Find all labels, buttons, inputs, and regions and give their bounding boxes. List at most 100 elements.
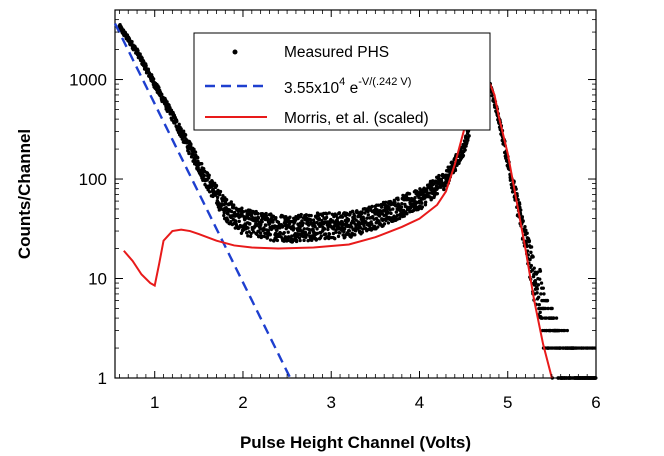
measured-point xyxy=(346,217,351,222)
measured-point xyxy=(521,219,525,223)
measured-point xyxy=(397,216,402,221)
measured-point xyxy=(224,198,229,202)
measured-point xyxy=(538,269,543,273)
measured-point xyxy=(517,202,522,206)
measured-point xyxy=(275,238,280,243)
measured-point xyxy=(315,231,320,236)
measured-point xyxy=(287,221,292,226)
measured-point xyxy=(282,230,286,235)
measured-point xyxy=(160,92,164,97)
measured-point xyxy=(375,208,379,212)
measured-point xyxy=(413,196,417,200)
measured-point xyxy=(207,173,211,178)
measured-point xyxy=(545,298,550,303)
measured-point xyxy=(294,239,299,244)
measured-point xyxy=(541,286,545,290)
measured-point xyxy=(539,281,544,285)
measured-point xyxy=(531,255,535,259)
measured-point xyxy=(210,179,214,184)
x-tick-label: 6 xyxy=(591,393,600,412)
measured-point xyxy=(264,223,268,227)
measured-point xyxy=(323,232,328,236)
measured-point xyxy=(358,214,363,218)
measured-point xyxy=(352,214,357,218)
measured-point xyxy=(362,224,366,228)
measured-point xyxy=(423,200,428,204)
measured-point xyxy=(402,214,406,218)
measured-point xyxy=(461,153,466,158)
measured-point xyxy=(420,201,424,205)
measured-point xyxy=(264,214,269,218)
legend: Measured PHS 3.55x104 e-V/(.242 V) Morri… xyxy=(193,32,491,131)
measured-point xyxy=(384,200,388,204)
measured-point xyxy=(280,225,285,229)
measured-point xyxy=(358,225,363,230)
measured-point xyxy=(389,211,393,216)
x-axis-label: Pulse Height Channel (Volts) xyxy=(240,433,471,452)
measured-point xyxy=(317,216,322,221)
measured-point xyxy=(218,189,223,194)
measured-point xyxy=(376,225,380,229)
measured-point xyxy=(256,211,260,216)
measured-point xyxy=(157,85,161,90)
measured-point xyxy=(309,218,313,222)
measured-point xyxy=(538,310,542,315)
measured-point xyxy=(366,209,370,214)
measured-point xyxy=(249,231,253,236)
measured-point xyxy=(529,245,534,249)
measured-point xyxy=(388,208,392,212)
x-axis-ticks: 1 2 3 4 5 6 xyxy=(119,10,601,412)
measured-point xyxy=(248,234,253,239)
measured-point xyxy=(187,150,191,155)
measured-point xyxy=(258,231,263,235)
measured-point xyxy=(423,196,427,200)
measured-point xyxy=(342,227,347,231)
measured-point xyxy=(307,227,311,232)
measured-point xyxy=(520,215,525,219)
measured-point xyxy=(525,231,529,235)
measured-point xyxy=(260,220,264,224)
measured-point xyxy=(425,188,429,193)
measured-point xyxy=(463,148,467,152)
y-axis-ticks: 1 10 100 1000 xyxy=(69,9,596,388)
measured-point xyxy=(340,215,345,219)
measured-point xyxy=(262,226,266,230)
measured-point xyxy=(396,198,400,202)
measured-point xyxy=(324,215,329,220)
measured-point xyxy=(524,228,528,232)
measured-point xyxy=(268,232,273,237)
measured-point xyxy=(333,236,337,241)
measured-point xyxy=(237,219,241,224)
legend-marker-measured xyxy=(232,49,238,55)
measured-point xyxy=(537,306,541,311)
measured-point xyxy=(350,209,355,214)
measured-point xyxy=(407,192,412,196)
legend-fit-mid: e xyxy=(345,80,358,97)
measured-point xyxy=(319,234,323,238)
measured-point xyxy=(554,316,559,320)
measured-point xyxy=(274,216,278,220)
measured-point xyxy=(258,227,263,231)
measured-point xyxy=(327,232,332,236)
measured-point xyxy=(303,230,308,235)
measured-point xyxy=(371,215,375,219)
measured-point xyxy=(251,230,256,234)
measured-point xyxy=(386,211,390,215)
measured-point xyxy=(356,227,360,231)
measured-point xyxy=(540,316,545,320)
measured-point xyxy=(523,225,527,229)
measured-point xyxy=(138,52,142,56)
measured-point xyxy=(337,211,342,215)
y-axis-label: Counts/Channel xyxy=(15,129,34,259)
measured-point xyxy=(519,208,523,212)
measured-point xyxy=(360,230,365,235)
legend-label-measured: Measured PHS xyxy=(284,44,389,61)
measured-point xyxy=(420,205,425,209)
measured-point xyxy=(518,205,522,210)
measured-point xyxy=(539,292,543,296)
measured-point xyxy=(338,231,342,235)
measured-point xyxy=(490,93,494,98)
measured-point xyxy=(248,222,252,226)
measured-point xyxy=(439,179,444,183)
legend-fit-base: 3.55x10 xyxy=(284,80,340,97)
